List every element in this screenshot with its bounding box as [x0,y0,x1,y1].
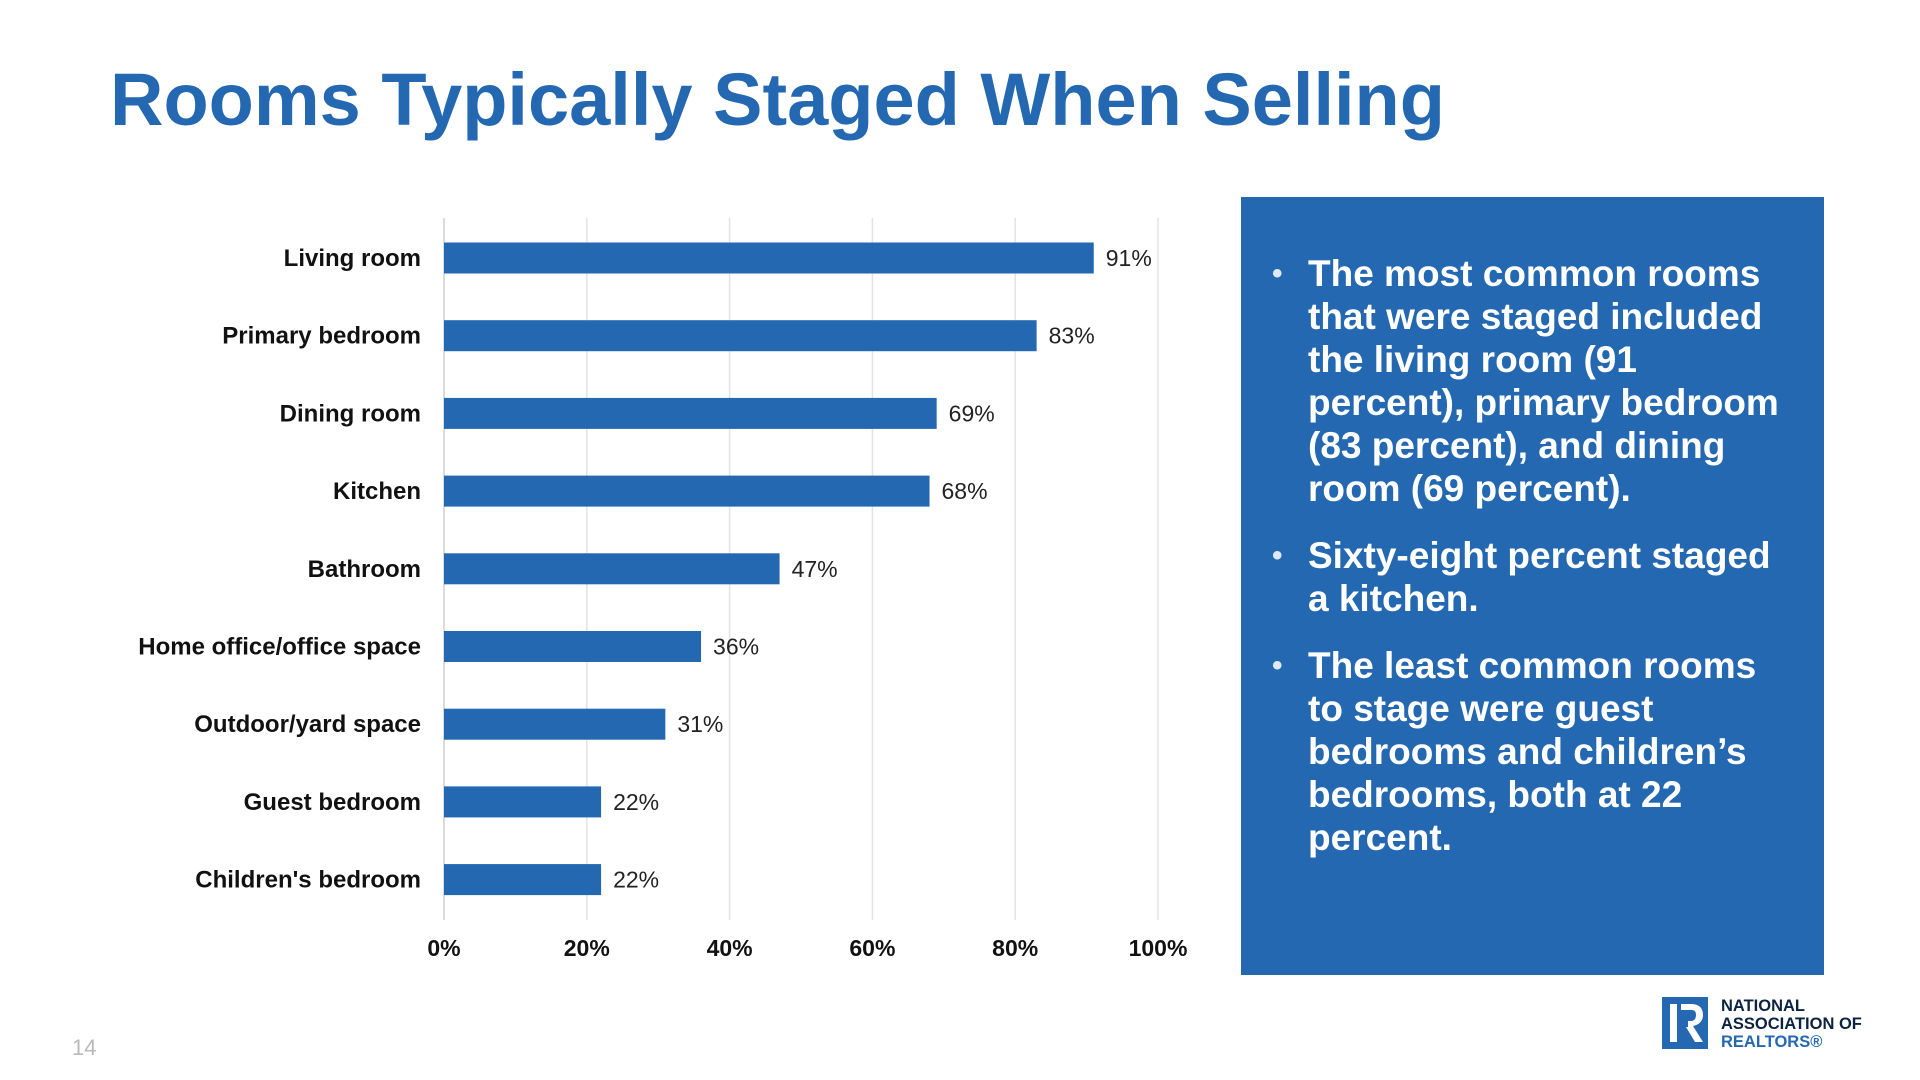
bullet-icon: • [1272,257,1283,290]
x-tick-label: 40% [707,935,753,961]
bar [444,397,937,429]
category-label: Home office/office space [138,634,421,661]
finding-item: • The most common rooms that were staged… [1269,252,1794,510]
x-tick-label: 80% [992,935,1038,961]
bar [444,320,1037,352]
bar [444,631,702,662]
page-number: 14 [72,1035,97,1060]
bullet-icon: • [1272,539,1283,572]
bar [444,242,1094,274]
value-label: 31% [677,711,723,737]
category-label: Outdoor/yard space [194,711,421,738]
value-label: 22% [613,789,659,815]
value-label: 91% [1106,245,1152,271]
category-label: Guest bedroom [244,789,421,816]
x-tick-label: 20% [564,935,610,961]
value-label: 69% [949,400,995,426]
bar-chart: Living room 91% Primary bedroom 83% Dining r… [138,218,1188,961]
logo-line-2: ASSOCIATION OF [1721,1015,1862,1033]
value-label: 36% [713,634,759,660]
bullet-icon: • [1272,649,1283,682]
x-tick-label: 0% [427,935,460,961]
page-title: Rooms Typically Staged When Selling [110,58,1445,141]
finding-text: Sixty-eight percent staged a kitchen. [1308,535,1771,619]
category-label: Dining room [280,400,421,427]
bar [444,786,602,818]
bar [444,864,602,896]
nar-logo: NATIONAL ASSOCIATION OF REALTORS® [1662,997,1882,1052]
finding-text: The least common rooms to stage were gue… [1308,645,1757,858]
logo-line-1: NATIONAL [1721,997,1806,1015]
finding-text: The most common rooms that were staged i… [1308,253,1779,509]
category-label: Children's bedroom [195,867,421,894]
value-label: 22% [613,867,659,893]
key-findings-panel: • The most common rooms that were staged… [1241,197,1824,975]
x-tick-label: 60% [849,935,895,961]
logo-wordmark: NATIONAL ASSOCIATION OF REALTORS® [1721,997,1862,1051]
bar [444,553,780,585]
value-label: 68% [942,478,988,504]
key-findings-list: • The most common rooms that were staged… [1269,252,1794,859]
value-label: 47% [792,556,838,582]
finding-item: • The least common rooms to stage were g… [1269,644,1794,859]
finding-item: • Sixty-eight percent staged a kitchen. [1269,534,1794,620]
category-label: Primary bedroom [222,323,421,350]
category-label: Kitchen [333,478,421,505]
x-tick-label: 100% [1129,935,1188,961]
category-label: Bathroom [308,556,421,583]
value-label: 83% [1049,323,1095,349]
category-label: Living room [284,245,421,272]
bar [444,708,666,740]
logo-line-3: REALTORS® [1721,1033,1823,1051]
bar [444,475,930,507]
realtor-r-block-icon [1662,997,1708,1049]
